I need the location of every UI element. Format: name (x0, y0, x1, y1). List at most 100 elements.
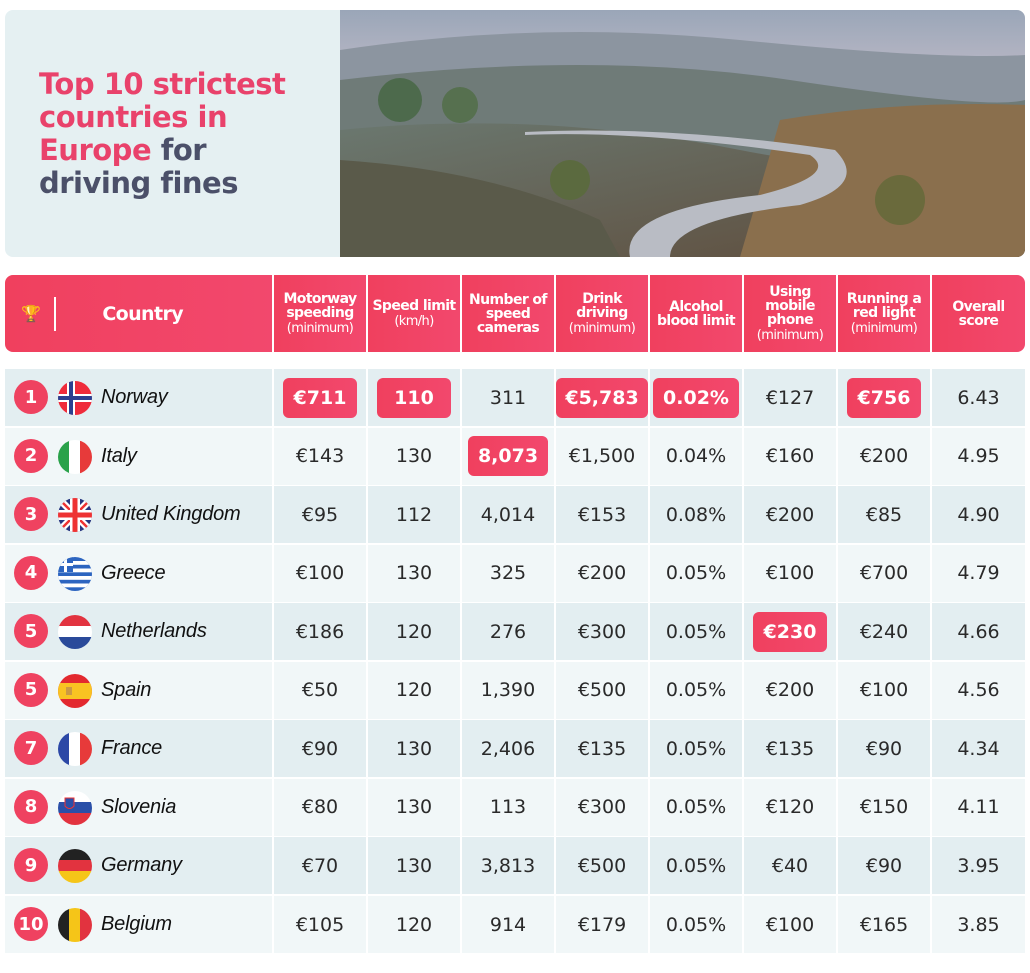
country-cell: 9 Germany (5, 837, 272, 895)
value-cell: 0.05% (650, 837, 742, 895)
value-cell: €179 (556, 896, 648, 954)
country-cell: 3 United Kingdom (5, 486, 272, 544)
header-label: Number of speed cameras (469, 291, 547, 336)
value-cell: 130 (368, 778, 460, 836)
value-cell: 311 (462, 369, 554, 426)
value-cell: 4.90 (932, 486, 1025, 544)
country-name: Italy (101, 444, 137, 467)
value: 0.05% (665, 620, 727, 643)
country-name: Greece (101, 561, 166, 584)
rank-badge: 3 (14, 497, 48, 532)
value-cell: 325 (462, 544, 554, 602)
value-cell: 276 (462, 603, 554, 661)
value-cell: €200 (744, 486, 836, 544)
highlighted-value: €5,783 (556, 377, 648, 418)
value-cell: 3.95 (932, 837, 1025, 895)
value-cell: 0.04% (650, 427, 742, 485)
country-cell: 8 Slovenia (5, 778, 272, 836)
value: €135 (577, 737, 627, 760)
value-cell: 130 (368, 427, 460, 485)
header-divider (54, 296, 57, 331)
value-cell: 4,014 (462, 486, 554, 544)
value-cell: €165 (838, 896, 930, 954)
value: 0.05% (665, 562, 727, 585)
value: 0.05% (665, 913, 727, 936)
value-cell: 2,406 (462, 720, 554, 778)
table-row: 5 Spain €50 120 1,390 €500 0.05% €200 €100 4.56 (5, 661, 1025, 719)
germany-flag-icon (58, 849, 92, 884)
value: 112 (395, 503, 433, 526)
value-cell: €70 (274, 837, 366, 895)
value: €143 (295, 445, 345, 468)
value: 3.85 (957, 913, 1000, 936)
country-cell: 7 France (5, 720, 272, 778)
header-label: Using mobile phone (765, 283, 815, 328)
value: €200 (765, 503, 815, 526)
value: 130 (395, 737, 433, 760)
country-cell: 10 Belgium (5, 896, 272, 954)
header-label: Motorway speeding (283, 290, 357, 321)
table-row: 10 Belgium €105 120 914 €179 0.05% €100 €165 3.8… (5, 896, 1025, 954)
rank-badge: 9 (14, 848, 48, 883)
value: €105 (295, 913, 345, 936)
value-cell: €300 (556, 778, 648, 836)
value: 130 (395, 562, 433, 585)
value: €160 (765, 445, 815, 468)
value: €700 (859, 562, 909, 585)
value: 0.05% (665, 679, 727, 702)
country-name: United Kingdom (101, 503, 241, 526)
header-sublabel: (minimum) (286, 320, 354, 336)
header-sublabel: (km/h) (394, 313, 434, 329)
value: €70 (301, 854, 339, 877)
value-cell: 4.11 (932, 778, 1025, 836)
value: €200 (765, 679, 815, 702)
value: 3.95 (957, 854, 1000, 877)
value-cell: €700 (838, 544, 930, 602)
value: 113 (489, 796, 527, 819)
country-name: France (101, 737, 163, 760)
value-cell: 4.34 (932, 720, 1025, 778)
value-cell: €200 (838, 427, 930, 485)
value-cell: €186 (274, 603, 366, 661)
value: €153 (577, 503, 627, 526)
country-name: Belgium (101, 913, 172, 936)
highlighted-value: 110 (377, 377, 451, 418)
netherlands-flag-icon (58, 615, 92, 650)
value-cell: €100 (838, 661, 930, 719)
country-name: Spain (101, 678, 152, 701)
value-cell: 4.79 (932, 544, 1025, 602)
column-header: Alcohol blood limit (650, 275, 742, 352)
value-cell: €90 (274, 720, 366, 778)
value: €1,500 (568, 445, 636, 468)
value: 0.05% (665, 796, 727, 819)
belgium-flag-icon (58, 908, 92, 943)
table-row: 3 United Kingdom €95 112 4,014 €153 0.08% €200… (5, 486, 1025, 544)
column-header: Speed limit (km/h) (368, 275, 460, 352)
value: 0.08% (665, 503, 727, 526)
value-cell: 130 (368, 720, 460, 778)
value-cell: €240 (838, 603, 930, 661)
value: €127 (765, 386, 815, 409)
value: €90 (865, 854, 903, 877)
value: €90 (865, 737, 903, 760)
value: €186 (295, 620, 345, 643)
value-cell: €5,783 (556, 369, 648, 426)
value-cell: €80 (274, 778, 366, 836)
value: €300 (577, 620, 627, 643)
table-row: 9 Germany €70 130 3,813 €500 0.05% €40 €90 3.95 (5, 837, 1025, 895)
value: €50 (301, 679, 339, 702)
value: 6.43 (957, 386, 1000, 409)
value-cell: 3,813 (462, 837, 554, 895)
value-cell: 4.95 (932, 427, 1025, 485)
value-cell: €50 (274, 661, 366, 719)
value-cell: 6.43 (932, 369, 1025, 426)
value-cell: €95 (274, 486, 366, 544)
value-cell: €127 (744, 369, 836, 426)
value: 311 (489, 386, 527, 409)
value-cell: €100 (744, 544, 836, 602)
country-cell: 5 Netherlands (5, 603, 272, 661)
value: €85 (865, 503, 903, 526)
value-cell: €90 (838, 837, 930, 895)
value-cell: €143 (274, 427, 366, 485)
header-label: Running a red light (846, 290, 922, 321)
